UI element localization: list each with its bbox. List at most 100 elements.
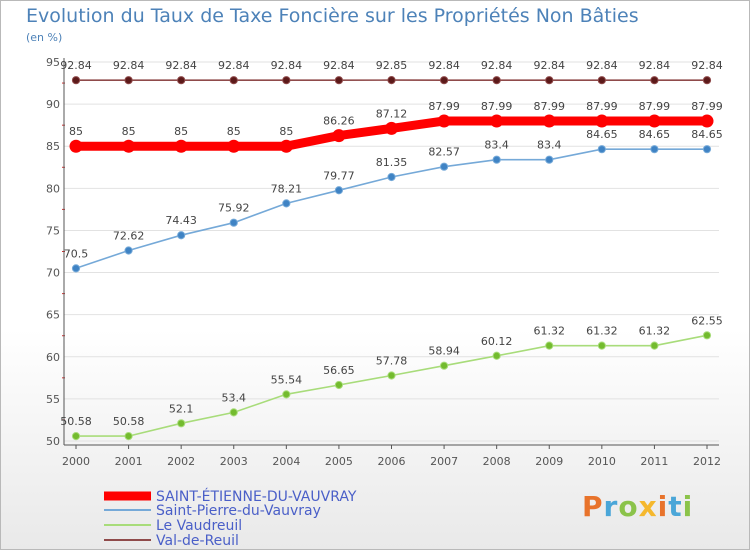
data-label: 82.57: [428, 146, 460, 159]
x-tick-label: 2004: [272, 455, 300, 468]
y-tick-label: 75: [46, 224, 60, 237]
data-label: 83.4: [537, 139, 562, 152]
data-point: [647, 114, 661, 128]
data-label: 53.4: [222, 391, 247, 404]
data-label: 87.99: [691, 100, 723, 113]
x-tick-label: 2003: [220, 455, 248, 468]
x-tick-label: 2012: [693, 455, 721, 468]
data-label: 92.84: [60, 59, 92, 72]
brand-letter: i: [682, 490, 694, 523]
y-tick-label: 65: [46, 309, 60, 322]
data-point: [439, 361, 449, 370]
data-label: 92.84: [691, 59, 723, 72]
x-tick-label: 2010: [588, 455, 616, 468]
data-label: 79.77: [323, 169, 355, 182]
data-point: [490, 114, 504, 128]
data-point: [545, 76, 554, 85]
data-point: [279, 139, 293, 153]
data-point: [545, 155, 554, 164]
data-label: 85: [227, 125, 241, 138]
data-point: [595, 114, 609, 128]
data-label: 87.99: [586, 100, 618, 113]
data-point: [229, 218, 238, 227]
legend-entry: Saint-Pierre-du-Vauvray: [156, 503, 321, 519]
y-tick-label: 50: [46, 435, 60, 448]
data-label: 92.85: [376, 59, 408, 72]
data-point: [597, 145, 606, 154]
data-point: [334, 380, 344, 390]
data-point: [332, 129, 346, 143]
data-label: 87.99: [534, 100, 566, 113]
data-point: [122, 139, 136, 153]
brand-letter: P: [582, 490, 604, 523]
data-label: 92.84: [428, 59, 460, 72]
data-label: 87.12: [376, 107, 408, 120]
unit-label: (en %): [26, 31, 63, 44]
data-label: 92.84: [113, 59, 145, 72]
y-tick-label: 60: [46, 351, 60, 364]
data-label: 75.92: [218, 202, 250, 215]
data-label: 92.84: [271, 59, 303, 72]
data-label: 81.35: [376, 156, 408, 169]
data-point: [229, 408, 238, 417]
data-label: 92.84: [165, 59, 197, 72]
data-label: 92.84: [218, 59, 250, 72]
data-point: [177, 76, 186, 85]
data-point: [387, 76, 396, 85]
data-label: 92.84: [323, 59, 355, 72]
x-tick-label: 2008: [483, 455, 511, 468]
data-point: [545, 341, 554, 350]
data-label: 87.99: [639, 100, 671, 113]
data-label: 61.32: [534, 325, 566, 338]
data-label: 84.65: [586, 128, 618, 141]
x-tick-label: 2000: [62, 455, 90, 468]
x-tick-label: 2001: [115, 455, 143, 468]
data-point: [71, 264, 81, 273]
data-point: [334, 76, 344, 85]
data-label: 52.1: [169, 402, 194, 415]
data-label: 78.21: [271, 182, 303, 195]
data-label: 70.5: [64, 247, 89, 260]
data-label: 87.99: [428, 100, 460, 113]
data-point: [387, 172, 396, 182]
data-point: [124, 246, 133, 255]
x-tick-label: 2011: [640, 455, 668, 468]
legend-entry: SAINT-ÉTIENNE-DU-VAUVRAY: [156, 488, 357, 505]
data-point: [650, 76, 659, 85]
data-point: [282, 76, 291, 85]
data-label: 61.32: [639, 325, 671, 338]
data-point: [387, 371, 396, 380]
data-label: 50.58: [60, 415, 92, 428]
data-label: 74.43: [165, 214, 197, 227]
data-point: [177, 231, 186, 240]
data-label: 92.84: [481, 59, 513, 72]
y-tick-label: 85: [46, 140, 60, 153]
data-point: [71, 432, 81, 441]
data-label: 85: [174, 125, 188, 138]
y-tick-label: 95: [46, 56, 60, 69]
x-tick-label: 2006: [378, 455, 406, 468]
x-tick-label: 2002: [167, 455, 195, 468]
data-point: [650, 145, 659, 154]
data-label: 56.65: [323, 364, 355, 377]
brand-logo: Proxiti: [582, 490, 693, 523]
data-point: [702, 76, 712, 85]
data-label: 92.84: [639, 59, 671, 72]
data-point: [174, 139, 188, 153]
data-label: 62.55: [691, 314, 723, 327]
data-point: [177, 419, 186, 428]
data-point: [282, 390, 291, 399]
data-point: [492, 155, 501, 164]
x-tick-label: 2005: [325, 455, 353, 468]
data-label: 83.4: [484, 139, 509, 152]
data-point: [597, 341, 606, 350]
brand-letter: r: [603, 490, 619, 523]
brand-letter: t: [668, 490, 683, 523]
chart-title: Evolution du Taux de Taxe Foncière sur l…: [26, 5, 639, 27]
data-point: [124, 76, 133, 85]
data-label: 61.32: [586, 325, 618, 338]
y-tick-label: 90: [46, 98, 60, 111]
data-label: 55.54: [271, 373, 303, 386]
data-point: [69, 139, 83, 153]
